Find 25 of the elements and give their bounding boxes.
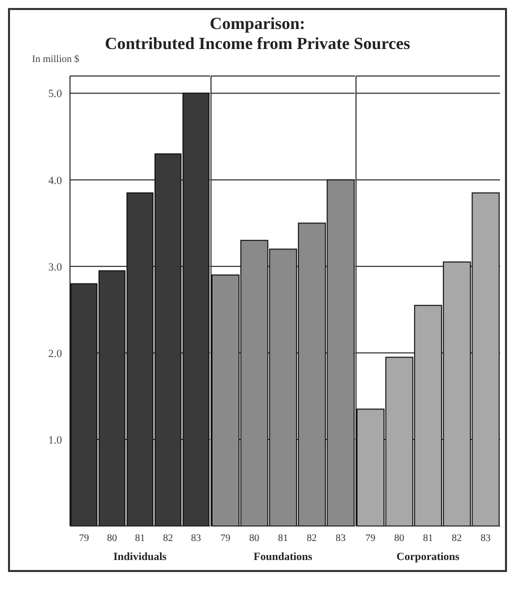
x-tick-label: 83 <box>336 533 346 544</box>
x-tick-label: 81 <box>278 533 288 544</box>
text: Comparison: Contributed Income from Private Sources <box>104 14 412 54</box>
x-tick-label: 83 <box>480 533 491 544</box>
y-axis-title: In million $ <box>32 54 80 66</box>
x-tick-label: 82 <box>452 533 462 544</box>
y-tick-label: 1.0 <box>48 434 62 446</box>
x-tick-label: 81 <box>135 533 145 544</box>
x-tick-label: 79 <box>79 533 89 544</box>
x-tick-label: 81 <box>423 533 433 544</box>
y-tick-label: 5.0 <box>48 88 62 100</box>
x-tick-label: 79 <box>365 533 376 544</box>
x-axis-title: Foundations <box>254 551 314 563</box>
x-tick-label: 82 <box>306 533 317 544</box>
x-tick-label: 83 <box>191 533 201 544</box>
x-tick-label: 80 <box>249 533 260 544</box>
y-tick-label: 2.0 <box>48 348 62 360</box>
x-tick-label: 79 <box>220 533 230 544</box>
x-axis-title: Individuals <box>113 551 168 563</box>
x-tick-label: 80 <box>107 533 117 544</box>
y-tick-label: 4.0 <box>48 174 62 187</box>
x-axis-title: Corporations <box>396 551 460 563</box>
x-tick-label: 82 <box>163 533 173 544</box>
y-tick-label: 3.0 <box>48 261 62 274</box>
x-tick-label: 80 <box>394 533 404 544</box>
